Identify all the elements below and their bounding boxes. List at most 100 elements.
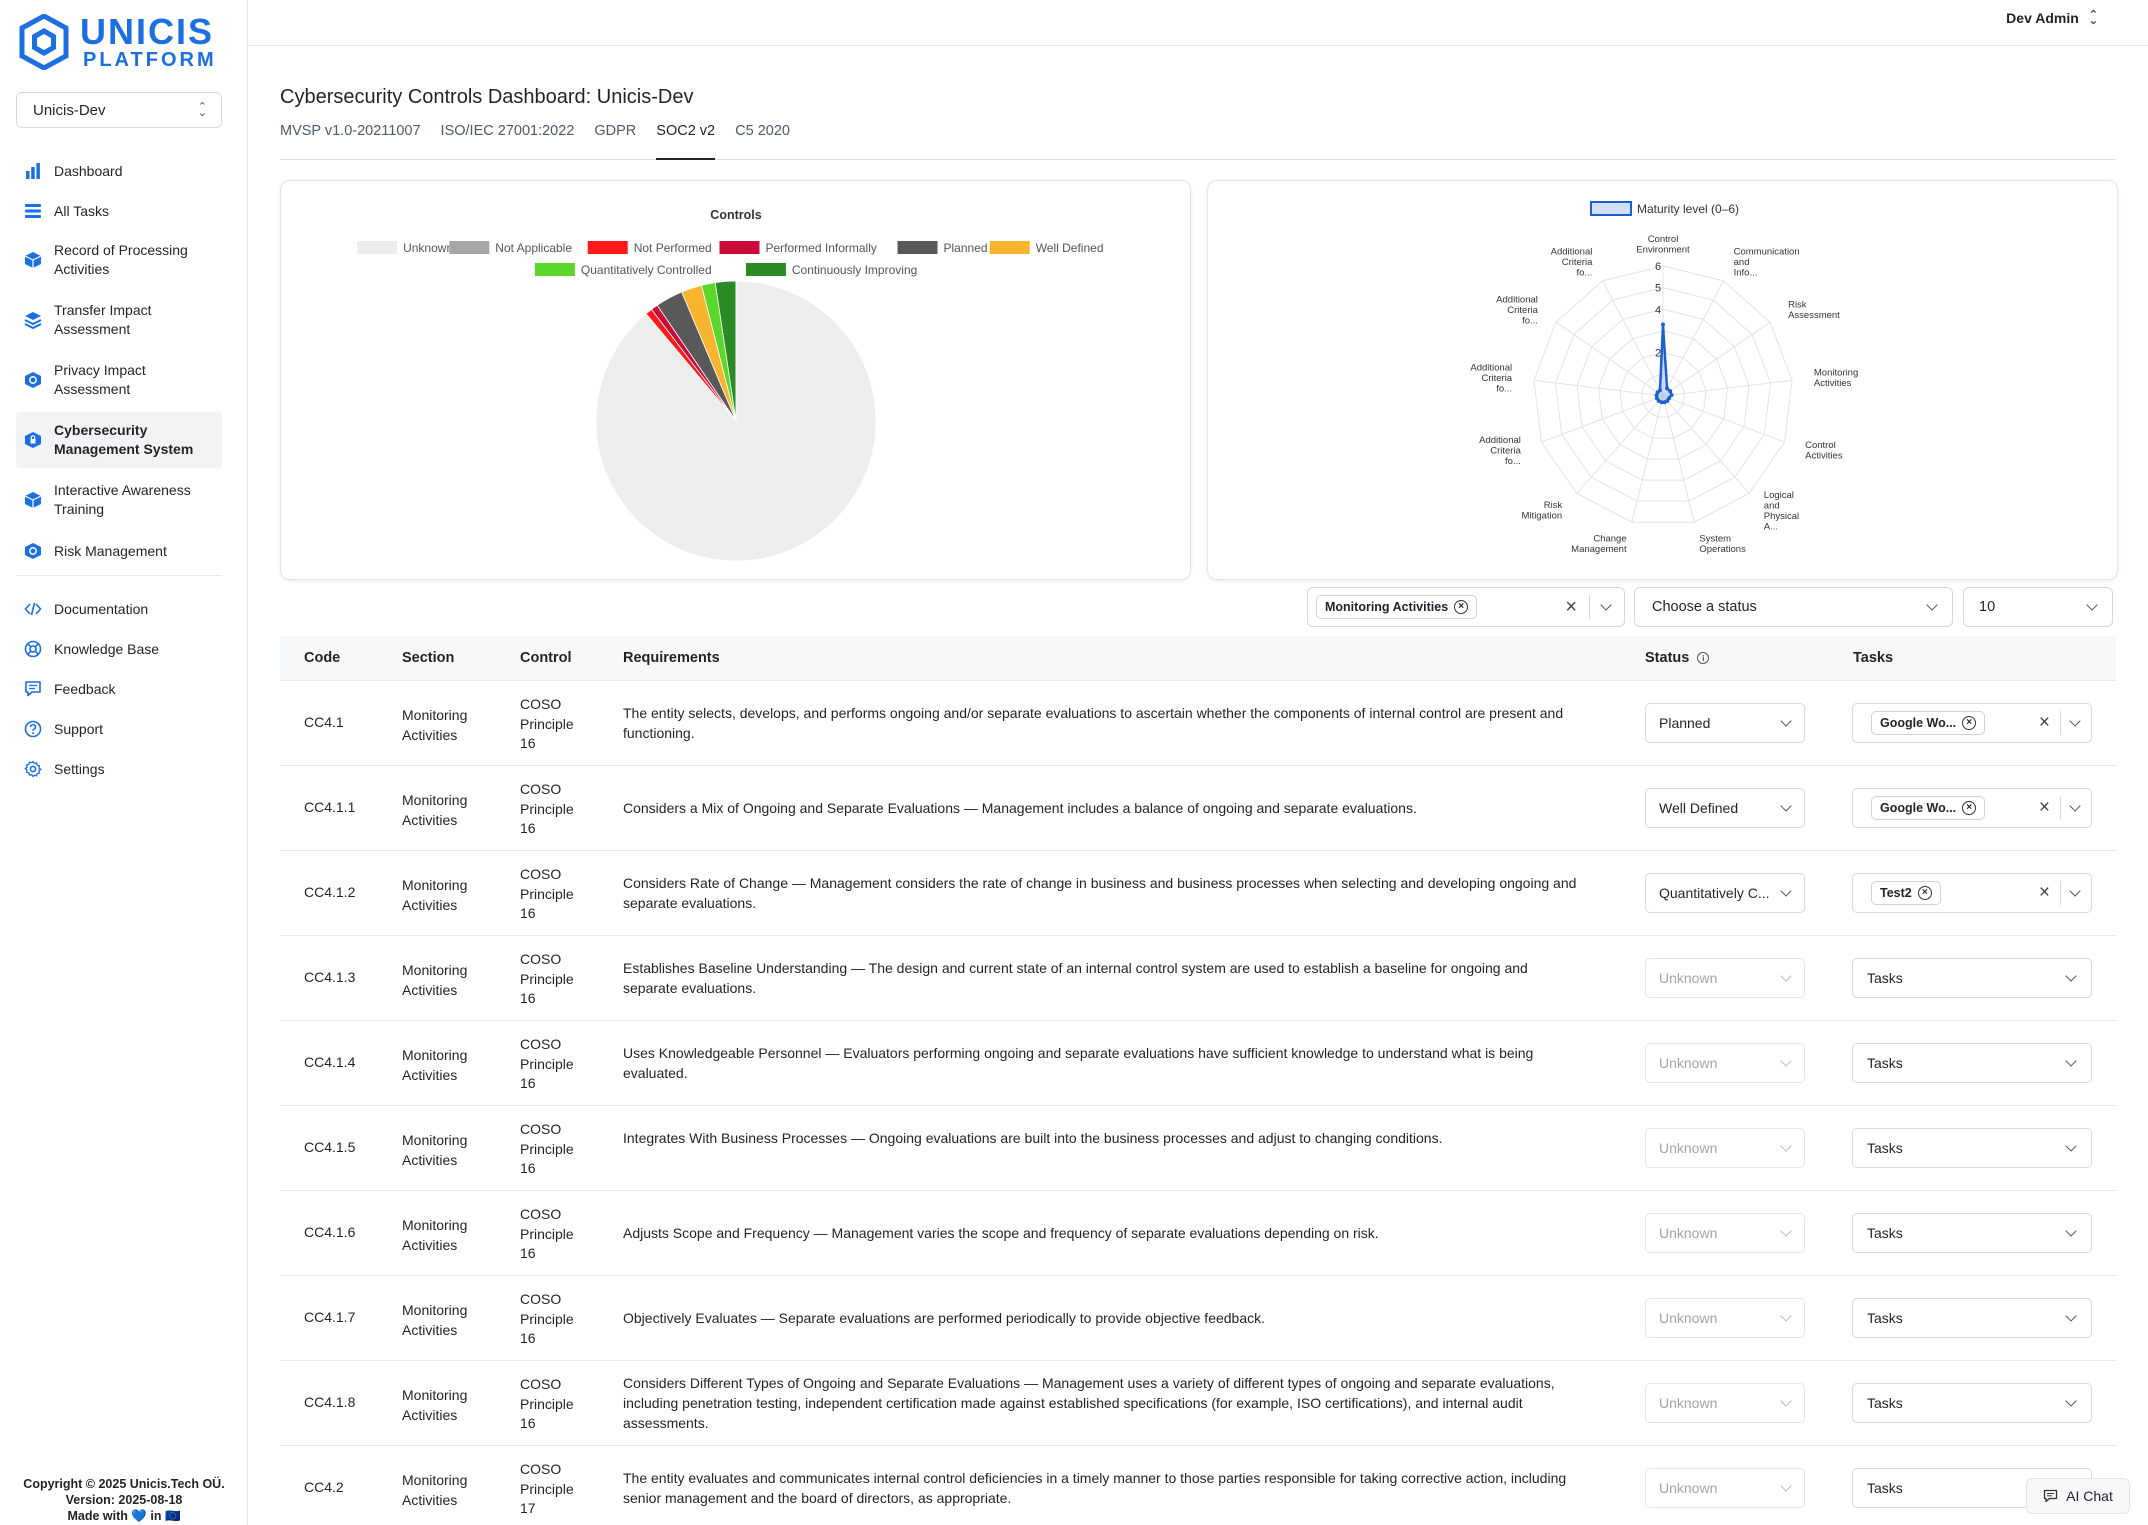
tab-mvsp-v1-0-20211007[interactable]: MVSP v1.0-20211007 xyxy=(280,123,421,139)
sidebar-item-support[interactable]: Support xyxy=(16,710,222,748)
clear-icon[interactable]: × xyxy=(1565,595,1577,618)
tab-soc2-v2[interactable]: SOC2 v2 xyxy=(656,120,716,160)
ai-chat-button[interactable]: AI Chat xyxy=(2026,1478,2130,1514)
task-chip[interactable]: Test2 × xyxy=(1871,881,1941,905)
sidebar-item-all-tasks[interactable]: All Tasks xyxy=(16,192,222,230)
tasks-select[interactable]: Tasks xyxy=(1852,1298,2092,1338)
pie-legend-item[interactable]: Planned xyxy=(897,241,988,255)
tasks-select[interactable]: Tasks xyxy=(1852,1383,2092,1423)
clear-icon[interactable]: × xyxy=(2038,797,2050,818)
status-select[interactable]: Quantitatively C... xyxy=(1645,873,1805,913)
tasks-select[interactable]: Tasks xyxy=(1852,1043,2092,1083)
radar-spoke xyxy=(1576,395,1664,494)
pie-legend-item[interactable]: Performed Informally xyxy=(719,241,877,255)
chevron-down-icon xyxy=(1780,885,1792,897)
radar-point[interactable] xyxy=(1665,386,1670,391)
header-tasks[interactable]: Tasks xyxy=(1853,650,1894,666)
remove-chip-icon[interactable]: × xyxy=(1917,886,1932,900)
chevron-updown-icon: ⌃ ⌄ xyxy=(197,101,207,119)
status-select[interactable]: Unknown xyxy=(1645,1213,1805,1253)
logo[interactable]: UNICIS PLATFORM xyxy=(18,14,217,70)
tasks-select[interactable]: Google Wo... × × xyxy=(1852,788,2092,828)
status-select[interactable]: Unknown xyxy=(1645,1128,1805,1168)
pie-legend-item[interactable]: Continuously Improving xyxy=(745,263,917,277)
radar-grid-ring xyxy=(1619,352,1707,439)
chat-icon xyxy=(2043,1489,2058,1503)
cell-code: CC4.1.5 xyxy=(304,1139,356,1155)
pie-legend-item[interactable]: Unknown xyxy=(357,241,453,255)
sidebar-item-settings[interactable]: Settings xyxy=(16,750,222,788)
radar-tick-label: 4 xyxy=(1655,304,1661,316)
radar-point[interactable] xyxy=(1662,400,1667,405)
radar-point[interactable] xyxy=(1661,322,1665,327)
radar-point[interactable] xyxy=(1669,392,1674,397)
clear-icon[interactable]: × xyxy=(2038,882,2050,903)
tab-gdpr[interactable]: GDPR xyxy=(594,123,637,139)
chevron-down-icon[interactable] xyxy=(2069,885,2081,897)
header-status[interactable]: Status i xyxy=(1645,650,1710,666)
chevron-down-icon xyxy=(1926,599,1938,611)
status-select[interactable]: Unknown xyxy=(1645,1043,1805,1083)
cell-control: COSO Principle 16 xyxy=(520,696,574,751)
sidebar-item-record-of-processing-activities[interactable]: Record of Processing Activities xyxy=(16,232,222,288)
section-filter-select[interactable]: Monitoring Activities × × xyxy=(1307,587,1625,627)
status-select[interactable]: Unknown xyxy=(1645,1468,1805,1508)
chevron-down-icon xyxy=(2065,1140,2077,1152)
task-chip[interactable]: Google Wo... × xyxy=(1871,796,1986,820)
info-icon[interactable]: i xyxy=(1697,652,1710,664)
radar-point[interactable] xyxy=(1657,388,1662,393)
status-select[interactable]: Planned xyxy=(1645,703,1805,743)
chevron-down-icon[interactable] xyxy=(1600,599,1612,611)
organization-select[interactable]: Unicis-Dev ⌃ ⌄ xyxy=(16,92,222,128)
status-select[interactable]: Unknown xyxy=(1645,958,1805,998)
pie-legend-item[interactable]: Quantitatively Controlled xyxy=(534,263,712,277)
sidebar-item-transfer-impact-assessment[interactable]: Transfer Impact Assessment xyxy=(16,292,222,348)
radar-grid-ring xyxy=(1576,308,1750,481)
sidebar-item-interactive-awareness-training[interactable]: Interactive Awareness Training xyxy=(16,472,222,528)
tab-iso-iec-27001-2022[interactable]: ISO/IEC 27001:2022 xyxy=(440,123,575,139)
user-menu[interactable]: Dev Admin ⌃ ⌄ xyxy=(2006,10,2098,27)
section-filter-chip[interactable]: Monitoring Activities × xyxy=(1316,595,1478,619)
sidebar-item-knowledge-base[interactable]: Knowledge Base xyxy=(16,630,222,668)
pie-legend-item[interactable]: Not Performed xyxy=(587,241,712,255)
radar-point[interactable] xyxy=(1668,389,1673,394)
radar-point[interactable] xyxy=(1654,396,1659,401)
tasks-select[interactable]: Tasks xyxy=(1852,1128,2092,1168)
pie-legend-item[interactable]: Not Applicable xyxy=(449,241,572,255)
sidebar-item-documentation[interactable]: Documentation xyxy=(16,590,222,628)
remove-chip-icon[interactable]: × xyxy=(1454,600,1469,614)
status-select[interactable]: Unknown xyxy=(1645,1298,1805,1338)
header-code[interactable]: Code xyxy=(304,650,341,666)
sidebar-item-privacy-impact-assessment[interactable]: Privacy Impact Assessment xyxy=(16,352,222,408)
tab-c5-2020[interactable]: C5 2020 xyxy=(735,123,790,139)
pie-chart-title: Controls xyxy=(710,208,761,222)
tasks-select[interactable]: Google Wo... × × xyxy=(1852,703,2092,743)
sidebar-item-dashboard[interactable]: Dashboard xyxy=(16,152,222,190)
chevron-down-icon xyxy=(1780,970,1792,982)
sidebar-item-feedback[interactable]: Feedback xyxy=(16,670,222,708)
header-section[interactable]: Section xyxy=(402,650,455,666)
pie-slice-unknown[interactable] xyxy=(595,280,877,562)
pie-legend-item[interactable]: Well Defined xyxy=(989,241,1104,255)
task-chip[interactable]: Google Wo... × xyxy=(1871,711,1986,735)
sidebar-item-cybersecurity-management-system[interactable]: Cybersecurity Management System xyxy=(16,412,222,468)
chevron-down-icon[interactable] xyxy=(2069,715,2081,727)
radar-axis-label: Logical and Physical A... xyxy=(1764,490,1799,533)
tasks-select[interactable]: Tasks xyxy=(1852,1213,2092,1253)
framework-tabs: MVSP v1.0-20211007 ISO/IEC 27001:2022 GDPR… xyxy=(280,120,2116,160)
remove-chip-icon[interactable]: × xyxy=(1962,716,1977,730)
clear-icon[interactable]: × xyxy=(2038,712,2050,733)
status-select[interactable]: Unknown xyxy=(1645,1383,1805,1423)
radar-legend-item[interactable]: Maturity level (0–6) xyxy=(1590,201,1739,216)
status-select-value: Unknown xyxy=(1659,970,1718,986)
header-requirements[interactable]: Requirements xyxy=(623,650,720,666)
sidebar-item-risk-management[interactable]: Risk Management xyxy=(16,532,222,570)
chevron-down-icon[interactable] xyxy=(2069,800,2081,812)
remove-chip-icon[interactable]: × xyxy=(1962,801,1977,815)
status-select[interactable]: Well Defined xyxy=(1645,788,1805,828)
status-filter-select[interactable]: Choose a status xyxy=(1634,587,1953,627)
tasks-select[interactable]: Tasks xyxy=(1852,958,2092,998)
page-size-select[interactable]: 10 xyxy=(1963,587,2113,627)
tasks-select[interactable]: Test2 × × xyxy=(1852,873,2092,913)
header-control[interactable]: Control xyxy=(520,650,572,666)
